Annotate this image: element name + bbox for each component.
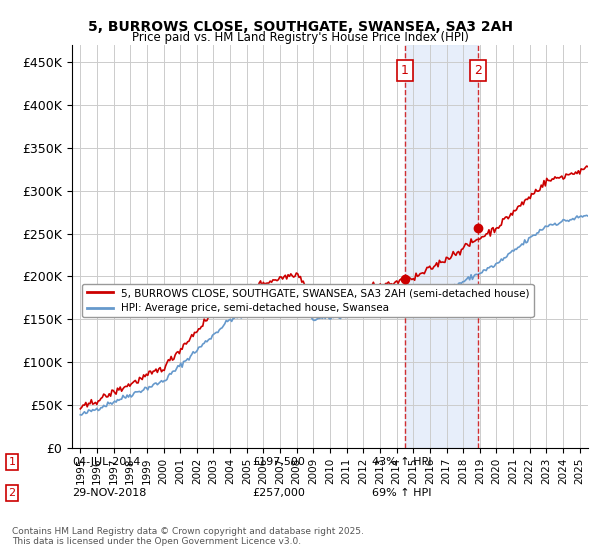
Text: 43% ↑ HPI: 43% ↑ HPI	[372, 457, 431, 467]
Text: £257,000: £257,000	[252, 488, 305, 498]
Text: 1: 1	[401, 64, 409, 77]
Text: 2: 2	[8, 488, 16, 498]
Text: £197,500: £197,500	[252, 457, 305, 467]
Text: 29-NOV-2018: 29-NOV-2018	[72, 488, 146, 498]
Text: Contains HM Land Registry data © Crown copyright and database right 2025.
This d: Contains HM Land Registry data © Crown c…	[12, 526, 364, 546]
Text: 1: 1	[8, 457, 16, 467]
Text: 5, BURROWS CLOSE, SOUTHGATE, SWANSEA, SA3 2AH: 5, BURROWS CLOSE, SOUTHGATE, SWANSEA, SA…	[88, 20, 512, 34]
Legend: 5, BURROWS CLOSE, SOUTHGATE, SWANSEA, SA3 2AH (semi-detached house), HPI: Averag: 5, BURROWS CLOSE, SOUTHGATE, SWANSEA, SA…	[82, 284, 533, 318]
Bar	[405, 45, 478, 448]
Text: 69% ↑ HPI: 69% ↑ HPI	[372, 488, 431, 498]
Text: 04-JUL-2014: 04-JUL-2014	[72, 457, 140, 467]
Text: Price paid vs. HM Land Registry's House Price Index (HPI): Price paid vs. HM Land Registry's House …	[131, 31, 469, 44]
Text: 2: 2	[474, 64, 482, 77]
